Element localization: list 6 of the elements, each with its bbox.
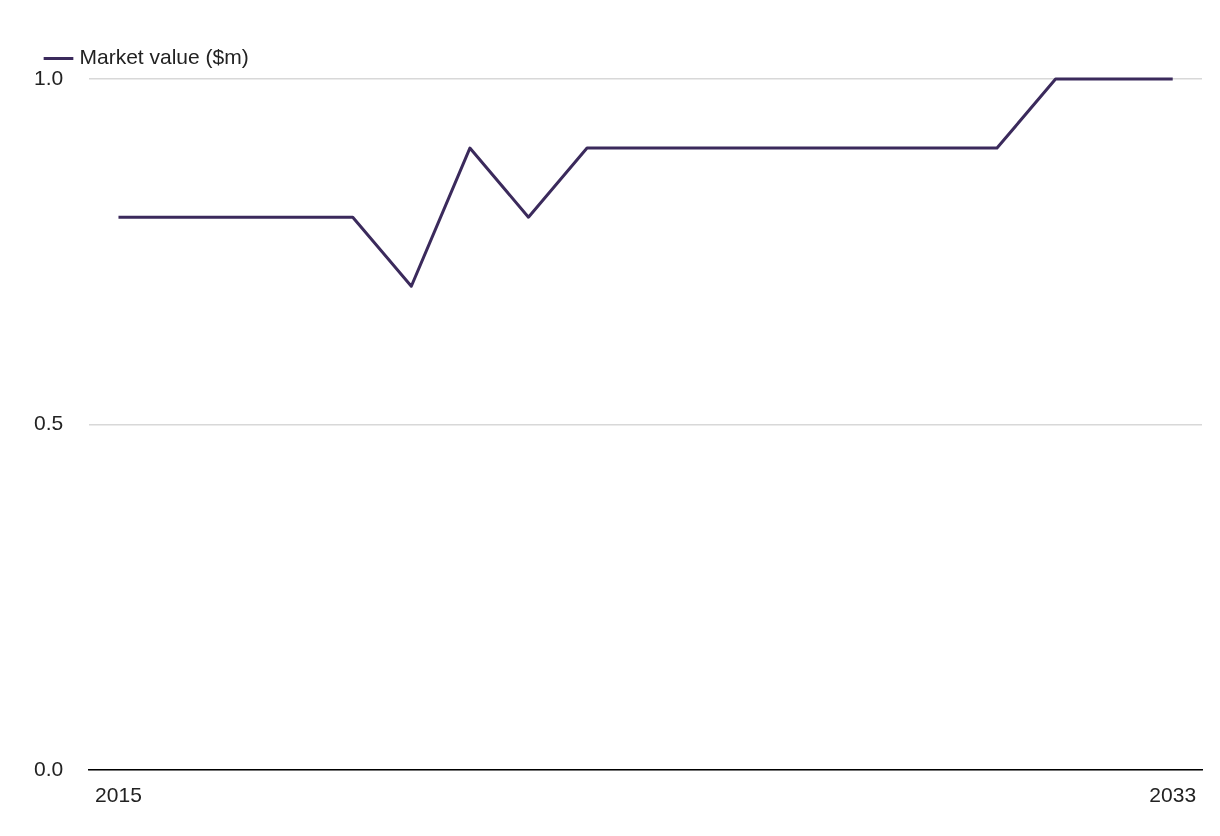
y-tick-label: 0.5 — [33, 411, 64, 435]
y-tick-label: 0.0 — [33, 756, 64, 780]
x-tick-label: 2033 — [1149, 783, 1197, 807]
y-tick-label: 1.0 — [33, 65, 64, 89]
x-tick-label: 2015 — [95, 783, 142, 807]
legend-label: Market value ($m) — [79, 45, 249, 69]
